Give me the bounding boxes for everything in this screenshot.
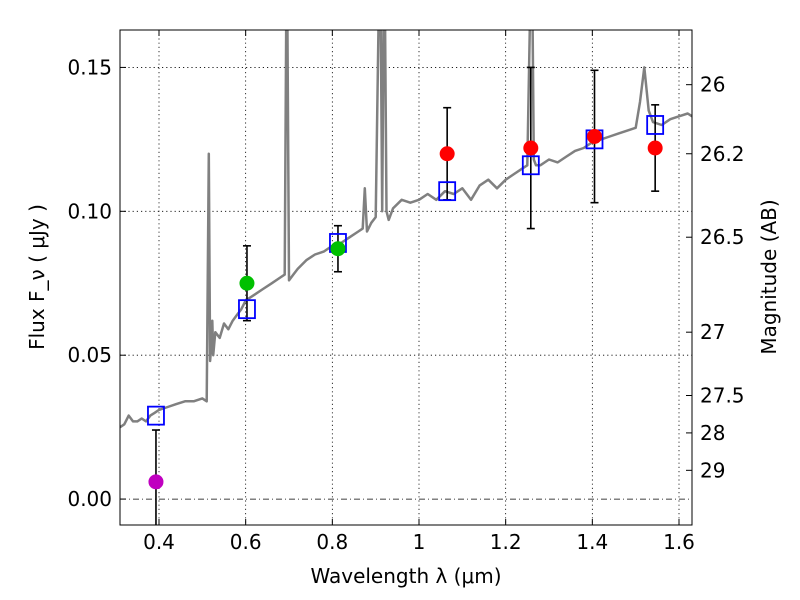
- right-tick-label: 29: [700, 458, 725, 482]
- right-tick-label: 27: [700, 320, 725, 344]
- observed-point: [587, 128, 602, 144]
- x-tick-label: 0.4: [143, 530, 175, 554]
- x-axis-label: Wavelength λ (μm): [310, 564, 501, 588]
- observed-point: [439, 146, 455, 162]
- right-tick-label: 26: [700, 73, 725, 97]
- right-tick-label: 28: [700, 421, 725, 445]
- observed-point: [523, 140, 539, 156]
- x-tick-label: 0.6: [230, 530, 262, 554]
- right-tick-label: 26.5: [700, 225, 745, 249]
- right-axis-label: Magnitude (AB): [757, 199, 781, 354]
- grid-layer: [120, 30, 692, 525]
- model-point-square: [646, 115, 665, 135]
- model-spectrum-line: [120, 30, 692, 429]
- observed-point: [239, 275, 255, 291]
- x-tick-label: 1.4: [576, 530, 608, 554]
- observed-point: [148, 474, 164, 490]
- data-layer: [120, 30, 692, 525]
- y-tick-label: 0.15: [67, 55, 112, 79]
- tick-layer: 0.4 0.6 0.8 1 1.2 1.4 1.6 0.00 0.05 0.10 0.15 26 26.…: [67, 30, 745, 554]
- observed-point: [330, 241, 346, 257]
- model-point-square: [521, 155, 540, 176]
- model-point-square: [238, 299, 256, 320]
- y-tick-label: 0.00: [67, 487, 112, 511]
- y-tick-label: 0.10: [67, 199, 112, 223]
- x-tick-label: 1.6: [663, 530, 695, 554]
- observed-point: [647, 140, 663, 156]
- right-tick-label: 26.2: [700, 142, 745, 166]
- right-tick-label: 27.5: [700, 383, 745, 407]
- y-axis-label: Flux F_ν ( μJy ): [25, 204, 49, 350]
- x-tick-label: 1: [413, 530, 426, 554]
- x-tick-label: 0.8: [316, 530, 348, 554]
- model-point-square: [147, 405, 165, 426]
- y-tick-label: 0.05: [67, 343, 112, 367]
- model-point-square: [438, 181, 457, 202]
- x-tick-label: 1.2: [490, 530, 522, 554]
- plot-frame: [119, 29, 693, 526]
